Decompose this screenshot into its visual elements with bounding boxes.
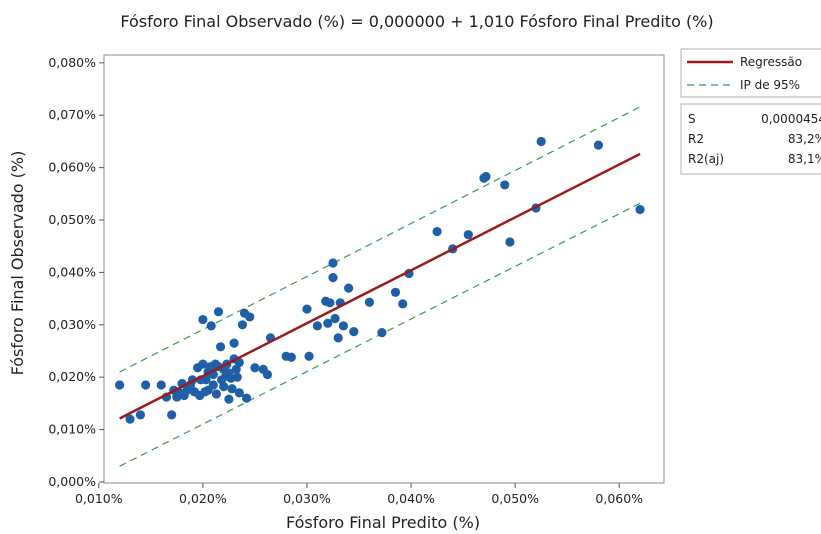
interval-upper-line: [119, 106, 641, 373]
chart-title: Fósforo Final Observado (%) = 0,000000 +…: [120, 12, 713, 31]
data-point: [349, 327, 359, 337]
data-point: [245, 312, 255, 322]
data-point: [505, 237, 515, 247]
data-point: [328, 258, 338, 268]
data-point: [167, 410, 177, 420]
data-point: [330, 313, 340, 324]
data-point: [234, 388, 244, 398]
data-point: [593, 140, 604, 150]
x-tick-label: 0,050%: [491, 491, 539, 506]
y-tick-label: 0,080%: [48, 55, 96, 70]
data-point: [224, 394, 234, 404]
data-point: [208, 380, 218, 390]
data-point: [304, 351, 314, 361]
data-point: [536, 136, 546, 147]
y-tick-label: 0,000%: [48, 474, 96, 489]
stat-label-r2-adj: R2(aj): [688, 152, 724, 166]
data-point: [344, 283, 354, 293]
data-point: [250, 363, 260, 373]
data-point: [312, 321, 322, 331]
data-point: [115, 380, 125, 390]
data-point: [432, 226, 442, 237]
data-point: [156, 380, 166, 390]
y-tick-label: 0,020%: [48, 369, 96, 384]
data-point: [237, 320, 248, 330]
data-point: [232, 372, 242, 382]
data-point: [302, 304, 312, 314]
data-point: [328, 273, 338, 283]
data-point: [500, 180, 510, 190]
data-point: [635, 204, 645, 215]
data-point: [262, 369, 273, 380]
data-point: [390, 287, 401, 297]
y-tick-label: 0,070%: [48, 107, 96, 122]
stats-box: [680, 103, 821, 175]
stat-label-s: S: [688, 112, 696, 126]
y-tick-label: 0,050%: [48, 212, 96, 227]
data-point: [141, 380, 151, 390]
x-tick-label: 0,030%: [283, 491, 331, 506]
data-point: [377, 328, 387, 338]
x-tick-label: 0,060%: [595, 491, 643, 506]
legend-regression-label: Regressão: [740, 55, 802, 69]
y-axis-label: Fósforo Final Observado (%): [8, 151, 27, 376]
regression-line: [119, 152, 641, 420]
y-tick-label: 0,040%: [48, 264, 96, 279]
stats-table: S 0,0000454 R2 83,2% R2(aj) 83,1%: [680, 103, 821, 175]
data-point: [198, 314, 208, 325]
data-point: [227, 384, 237, 394]
legend-interval-label: IP de 95%: [740, 78, 800, 92]
y-tick-label: 0,030%: [48, 317, 96, 332]
stat-value-s: 0,0000454: [761, 112, 821, 126]
data-point: [201, 375, 211, 385]
data-point: [125, 414, 135, 424]
y-tick-label: 0,060%: [48, 160, 96, 175]
data-point: [242, 393, 252, 403]
data-point: [286, 352, 296, 362]
data-point: [219, 382, 229, 392]
data-point: [323, 318, 333, 328]
data-point: [364, 297, 375, 307]
data-point: [481, 171, 491, 182]
x-tick-label: 0,040%: [387, 491, 435, 506]
legend: Regressão IP de 95%: [680, 48, 821, 98]
x-tick-label: 0,020%: [179, 491, 227, 506]
data-point: [338, 321, 349, 331]
data-point: [463, 230, 473, 240]
data-point: [325, 298, 335, 308]
data-point: [333, 333, 343, 343]
data-point: [211, 389, 222, 399]
stat-label-r2: R2: [688, 132, 704, 146]
x-axis-label: Fósforo Final Predito (%): [286, 513, 480, 532]
data-point: [398, 299, 408, 309]
x-tick-label: 0,010%: [75, 491, 123, 506]
data-point: [135, 410, 146, 420]
data-point: [206, 321, 216, 331]
data-point: [213, 307, 224, 317]
data-point: [198, 359, 208, 369]
y-tick-label: 0,010%: [48, 422, 96, 437]
data-point: [215, 342, 226, 352]
legend-box: [680, 48, 821, 98]
plot-area: 0,010% 0,020% 0,030% 0,040% 0,050% 0,060% 0,00…: [48, 54, 665, 506]
plot-frame: [103, 54, 665, 484]
stat-value-r2-adj: 83,1%: [788, 152, 821, 166]
data-point: [234, 357, 244, 368]
data-point: [229, 338, 239, 348]
stat-value-r2: 83,2%: [788, 132, 821, 146]
